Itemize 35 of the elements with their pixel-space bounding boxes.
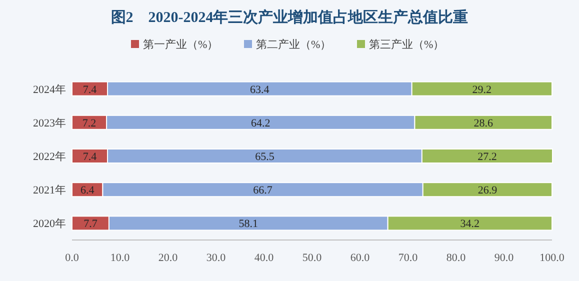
x-tick-label: 20.0 [158,252,178,264]
data-label: 29.2 [472,84,492,96]
legend-label: 第二产业（%） [256,38,332,51]
data-label: 6.4 [80,184,95,197]
data-label: 63.4 [250,84,270,96]
y-tick-label: 2022年 [33,151,66,163]
y-tick-label: 2021年 [33,184,66,197]
data-label: 28.6 [474,117,494,130]
x-tick-label: 30.0 [206,252,226,264]
data-label: 7.7 [84,218,98,230]
data-label: 7.2 [82,117,96,130]
x-tick-label: 0.0 [65,252,80,264]
data-label: 7.4 [82,151,98,163]
data-label: 65.5 [255,151,275,163]
chart-title: 图2 2020-2024年三次产业增加值占地区生产总值比重 [110,9,468,26]
x-tick-label: 80.0 [446,252,466,264]
data-label: 26.9 [478,184,498,197]
legend-label: 第一产业（%） [143,38,218,51]
x-tick-label: 90.0 [494,252,514,264]
legend-label: 第三产业（%） [369,38,444,51]
x-tick-label: 40.0 [254,252,274,264]
data-label: 34.2 [460,218,480,230]
x-tick-label: 70.0 [398,252,418,264]
y-tick-label: 2023年 [33,117,66,130]
x-tick-label: 60.0 [350,252,370,264]
x-tick-label: 50.0 [302,252,322,264]
x-tick-label: 100.0 [540,252,565,264]
y-tick-label: 2024年 [33,84,66,96]
data-label: 58.1 [238,218,258,230]
x-tick-label: 10.0 [110,252,130,264]
data-label: 27.2 [478,151,497,163]
data-label: 66.7 [253,184,273,197]
y-tick-label: 2020年 [33,218,66,230]
data-label: 7.4 [82,84,98,96]
data-label: 64.2 [251,117,270,130]
